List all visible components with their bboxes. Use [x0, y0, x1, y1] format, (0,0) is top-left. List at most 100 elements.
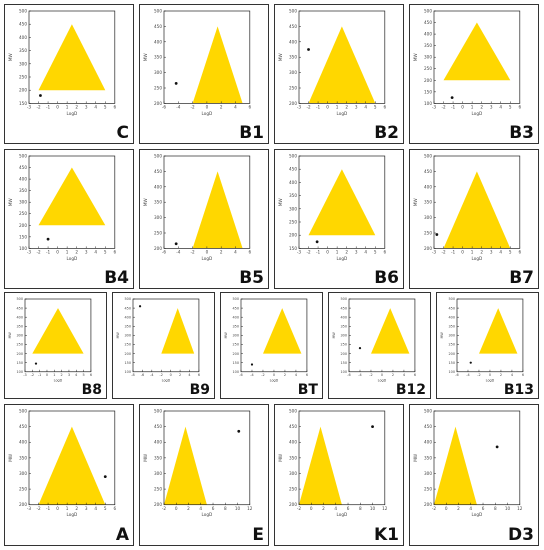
x-tick-label: 6	[248, 250, 251, 255]
x-tick-label: 0	[445, 506, 448, 511]
plot-frame	[132, 298, 200, 373]
x-tick-label: 3	[85, 506, 88, 511]
y-tick-label: 200	[424, 502, 432, 507]
y-tick-label: 400	[154, 184, 162, 189]
x-axis-label: LogD	[67, 256, 78, 261]
x-tick-label: -3	[432, 105, 437, 110]
x-tick-label: -6	[141, 373, 144, 377]
x-tick-label: 2	[220, 105, 223, 110]
chart-svg: -2 0 2 4 6 8 10 12 200 250 300 350 400 450 500 LogD MW	[413, 408, 523, 517]
panel-label: B4	[104, 268, 129, 288]
x-axis-label: LogD	[162, 379, 171, 383]
y-tick-label: 450	[154, 24, 162, 29]
y-tick-label: 450	[19, 165, 27, 170]
y-tick-label: 400	[233, 315, 239, 319]
y-tick-label: 200	[17, 352, 23, 356]
y-tick-label: 150	[125, 361, 131, 365]
y-tick-label: 400	[341, 315, 347, 319]
y-tick-label: 500	[289, 8, 297, 13]
x-tick-label: 4	[334, 506, 337, 511]
y-tick-label: 200	[449, 352, 455, 356]
y-tick-label: 450	[341, 306, 347, 310]
x-tick-label: 0	[56, 506, 59, 511]
chart-svg: -6 -4 -2 0 2 4 6 100 150 200 250 300 350 400 450 500 Log…	[224, 297, 308, 382]
y-axis-label: MW	[8, 454, 13, 462]
y-tick-label: 350	[19, 455, 27, 460]
y-tick-label: 450	[125, 306, 131, 310]
chart-svg: -3 -2 -1 0 1 2 3 4 5 6 100 150 200 250 300 350 400 450 500…	[8, 297, 92, 382]
plot-frame	[28, 10, 116, 104]
y-tick-label: 150	[424, 89, 432, 94]
chart-svg: -3 -2 -1 0 1 2 3 4 5 6 200 250 300 350 400 450 500 LogD MW	[278, 8, 386, 115]
y-tick-label: 200	[125, 352, 131, 356]
y-tick-label: 350	[289, 193, 297, 198]
chart-panel-e: -2 0 2 4 6 8 10 12 200 250 300 350 400 450 500 LogD MW E	[139, 404, 269, 546]
y-tick-label: 350	[125, 324, 131, 328]
y-tick-label: 400	[289, 39, 297, 44]
x-tick-label: -6	[455, 373, 458, 377]
data-point	[469, 361, 472, 364]
y-tick-label: 300	[424, 471, 432, 476]
y-tick-label: 300	[424, 215, 432, 220]
y-tick-label: 400	[125, 315, 131, 319]
y-tick-label: 100	[233, 370, 239, 374]
x-axis-label: LogD	[67, 111, 78, 116]
triangle-region	[299, 426, 342, 505]
y-axis-label: MW	[278, 198, 283, 206]
x-tick-label: 6	[518, 105, 521, 110]
x-tick-label: 2	[284, 373, 286, 377]
triangle-region	[443, 22, 511, 81]
y-tick-label: 500	[424, 8, 432, 13]
y-tick-label: 400	[19, 177, 27, 182]
x-tick-label: 3	[355, 250, 358, 255]
x-tick-label: 2	[220, 250, 223, 255]
x-tick-label: 1	[66, 105, 69, 110]
y-tick-label: 500	[289, 408, 297, 413]
x-tick-label: 3	[490, 250, 493, 255]
data-point	[358, 347, 362, 350]
y-tick-label: 500	[424, 408, 432, 413]
y-tick-label: 500	[19, 153, 27, 158]
chart-panel-d3: -2 0 2 4 6 8 10 12 200 250 300 350 400 450 500 LogD MW D3	[409, 404, 539, 546]
y-axis-label: MW	[413, 53, 418, 61]
panel-label: B1	[239, 123, 264, 143]
y-tick-label: 150	[233, 361, 239, 365]
y-tick-label: 500	[449, 297, 455, 301]
y-tick-label: 400	[154, 39, 162, 44]
y-axis-label: MW	[413, 454, 418, 462]
data-point	[307, 48, 310, 51]
x-tick-label: 2	[75, 250, 78, 255]
x-tick-label: -2	[160, 373, 163, 377]
chart-svg: -6 -4 -2 0 2 4 6 100 150 200 250 300 350 400 450 500 Log…	[440, 297, 524, 382]
x-tick-label: -2	[36, 250, 41, 255]
x-tick-label: 2	[345, 250, 348, 255]
data-point	[39, 94, 42, 97]
x-tick-label: -3	[297, 250, 302, 255]
chart-panel-b9: -8 -6 -4 -2 0 2 4 6 100 150 200 250 300 350 400 450 500 L…	[112, 292, 215, 399]
chart-svg: -3 -2 -1 0 1 2 3 4 5 6 150 200 250 300 350 400 450 500 Log…	[8, 8, 116, 116]
y-tick-label: 500	[154, 153, 162, 158]
x-tick-label: 0	[310, 506, 313, 511]
y-tick-label: 200	[289, 502, 297, 507]
y-tick-label: 300	[154, 215, 162, 220]
x-tick-label: -4	[176, 105, 181, 110]
y-tick-label: 350	[154, 55, 162, 60]
x-tick-label: 0	[170, 373, 172, 377]
triangle-region	[32, 308, 84, 354]
chart-panel-b3: -3 -2 -1 0 1 2 3 4 5 6 100 150 200 250 300 350 400 450 500…	[409, 4, 539, 144]
x-axis-label: LogD	[67, 512, 78, 517]
x-tick-label: 5	[104, 105, 107, 110]
triangle-region	[479, 308, 518, 354]
x-tick-label: 2	[392, 373, 394, 377]
x-tick-label: 5	[104, 250, 107, 255]
panel-label: B6	[374, 268, 399, 288]
y-tick-label: 450	[154, 424, 162, 429]
x-tick-label: 1	[471, 105, 474, 110]
y-tick-label: 250	[233, 343, 239, 347]
y-tick-label: 500	[125, 297, 131, 301]
y-tick-label: 350	[341, 324, 347, 328]
y-tick-label: 350	[449, 324, 455, 328]
x-tick-label: 4	[499, 105, 502, 110]
x-tick-label: 5	[374, 250, 377, 255]
x-tick-label: -4	[250, 373, 253, 377]
